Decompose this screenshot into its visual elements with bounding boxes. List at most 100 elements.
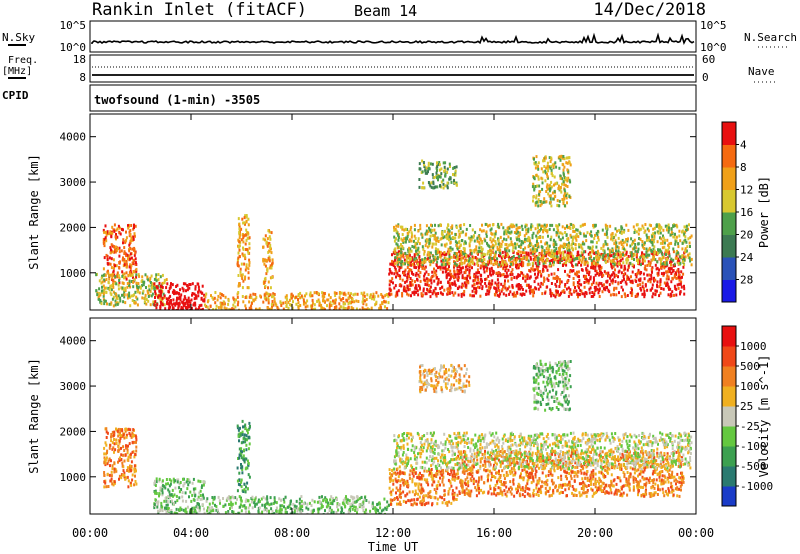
data-cell	[613, 286, 616, 290]
data-cell	[532, 252, 534, 255]
data-cell	[397, 224, 400, 228]
data-cell	[416, 262, 419, 266]
data-cell	[665, 270, 668, 274]
data-cell	[400, 250, 403, 254]
data-cell	[389, 270, 392, 273]
data-cell	[576, 270, 578, 274]
data-cell	[121, 274, 124, 278]
data-cell	[437, 175, 440, 179]
data-cell	[525, 232, 528, 236]
data-cell	[237, 274, 240, 277]
data-cell	[351, 300, 354, 304]
data-cell	[558, 285, 561, 288]
data-cell	[511, 243, 514, 247]
data-cell	[469, 276, 472, 280]
data-cell	[576, 284, 579, 288]
data-cell	[394, 228, 397, 231]
data-cell	[527, 245, 530, 249]
data-cell	[114, 264, 116, 268]
data-cell	[565, 193, 568, 197]
data-cell	[579, 232, 582, 236]
data-cell	[484, 281, 487, 285]
data-cell	[465, 276, 467, 280]
data-cell	[652, 247, 655, 251]
data-cell	[118, 261, 121, 264]
data-cell	[441, 285, 443, 289]
data-cell	[159, 294, 162, 298]
data-cell	[364, 299, 367, 303]
data-cell	[400, 237, 403, 241]
data-cell	[132, 280, 135, 284]
data-cell	[580, 251, 583, 255]
data-cell	[112, 245, 115, 249]
data-cell	[110, 479, 113, 483]
data-cell	[556, 260, 559, 264]
data-cell	[619, 262, 621, 266]
data-cell	[247, 223, 250, 227]
data-cell	[428, 253, 431, 257]
data-cell	[133, 259, 136, 263]
data-cell	[246, 236, 249, 240]
data-cell	[168, 509, 171, 512]
data-cell	[474, 230, 477, 234]
data-cell	[569, 227, 572, 230]
data-cell	[583, 292, 586, 296]
data-cell	[566, 161, 569, 165]
data-cell	[322, 291, 325, 295]
data-cell	[610, 264, 613, 268]
data-cell	[441, 230, 444, 234]
data-cell	[507, 235, 510, 239]
data-cell	[422, 181, 425, 185]
data-cell	[155, 306, 158, 310]
data-cell	[521, 228, 524, 231]
data-cell	[537, 262, 540, 266]
data-cell	[654, 258, 657, 262]
data-cell	[583, 294, 586, 298]
data-cell	[543, 165, 546, 168]
data-cell	[238, 255, 241, 258]
data-cell	[198, 288, 201, 292]
data-cell	[508, 292, 511, 296]
data-cell	[625, 252, 628, 256]
data-cell	[611, 278, 614, 282]
data-cell	[556, 226, 559, 230]
data-cell	[172, 302, 175, 306]
data-cell	[236, 258, 239, 262]
data-cell	[485, 277, 488, 281]
data-cell	[617, 262, 620, 266]
data-cell	[309, 304, 312, 308]
data-cell	[610, 262, 612, 266]
data-cell	[111, 231, 114, 235]
data-cell	[265, 298, 268, 302]
data-cell	[545, 225, 548, 229]
data-cell	[105, 253, 108, 257]
data-cell	[677, 286, 680, 290]
data-cell	[574, 247, 577, 251]
data-cell	[504, 265, 507, 269]
data-cell	[541, 187, 544, 191]
data-cell	[621, 257, 624, 261]
data-cell	[393, 239, 396, 243]
data-cell	[130, 294, 133, 298]
data-cell	[477, 263, 480, 267]
data-cell	[438, 168, 441, 172]
data-cell	[102, 241, 105, 245]
data-cell	[456, 247, 459, 251]
data-cell	[651, 238, 654, 242]
data-cell	[602, 254, 605, 258]
data-cell	[653, 279, 655, 283]
data-cell	[365, 303, 368, 307]
data-cell	[134, 474, 136, 478]
data-cell	[250, 304, 253, 308]
data-cell	[565, 156, 568, 160]
data-cell	[105, 233, 108, 237]
data-cell	[468, 268, 471, 272]
data-cell	[392, 281, 394, 285]
data-cell	[268, 257, 271, 261]
data-cell	[130, 264, 133, 268]
data-cell	[451, 281, 454, 285]
data-cell	[486, 252, 489, 256]
data-cell	[534, 258, 537, 262]
data-cell	[402, 240, 405, 244]
data-cell	[446, 257, 449, 261]
